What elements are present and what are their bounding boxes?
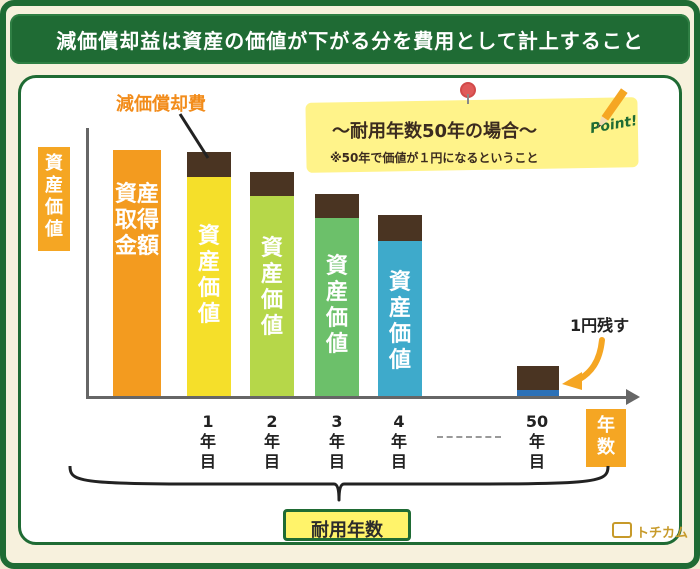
bar-year-2	[250, 196, 294, 396]
point-main-text: ～耐用年数50年の場合～	[332, 121, 538, 142]
bar-year-1	[187, 177, 231, 396]
bar-asset-acquisition-label: 資産取得金額	[115, 182, 160, 259]
point-sub-text: ※50年で価値が１円になるということ	[330, 151, 539, 165]
bar-year-4-label: 資産価値	[388, 270, 411, 373]
y-axis-label-text: 資産価値	[45, 153, 63, 240]
bar-year-4	[378, 241, 422, 396]
pin-stem	[467, 94, 469, 104]
tick-year-4: 4年目	[390, 412, 407, 471]
bar-year-3	[315, 218, 359, 396]
page-title: 減価償却益は資産の価値が下がる分を費用として計上すること	[56, 29, 644, 53]
tick-year-2: 2年目	[263, 412, 280, 471]
logo-icon	[612, 522, 632, 538]
x-axis-label: 年数	[586, 409, 626, 467]
bar-3-depreciation-cap	[315, 194, 359, 218]
bar-asset-acquisition	[113, 150, 161, 396]
years-brace	[68, 465, 610, 502]
x-axis	[86, 396, 626, 399]
annotation-remaining-arrow-icon	[562, 337, 605, 390]
bar-year-2-label: 資産価値	[260, 236, 283, 339]
annotation-depreciation-pointer	[178, 113, 210, 159]
annotation-remaining: 1円残す	[570, 316, 630, 335]
bottom-label: 耐用年数	[283, 509, 411, 541]
bar-4-depreciation-cap	[378, 215, 422, 241]
bar-50-depreciation-cap	[517, 366, 559, 390]
annotation-depreciation: 減価償却費	[116, 94, 206, 115]
bar-1-depreciation-cap	[187, 152, 231, 177]
x-axis-arrow-icon	[626, 389, 640, 405]
tick-year-3: 3年目	[328, 412, 345, 471]
logo-text: トチカム	[636, 526, 689, 541]
bar-2-depreciation-cap	[250, 172, 294, 196]
bar-year-3-label: 資産価値	[325, 254, 348, 357]
tick-year-50: 50年目	[525, 412, 549, 471]
title-bar: 減価償却益は資産の価値が下がる分を費用として計上すること	[10, 14, 690, 64]
bottom-label-text: 耐用年数	[311, 520, 383, 541]
bar-year-1-label: 資産価値	[197, 224, 220, 327]
pin-icon	[462, 84, 474, 96]
y-axis	[86, 128, 89, 398]
y-axis-label: 資産価値	[38, 147, 70, 251]
tick-year-1: 1年目	[199, 412, 216, 471]
x-axis-label-text: 年数	[597, 415, 615, 458]
tick-ellipsis	[437, 436, 501, 438]
bar-year-50	[517, 390, 559, 396]
pencil-icon	[597, 88, 628, 129]
